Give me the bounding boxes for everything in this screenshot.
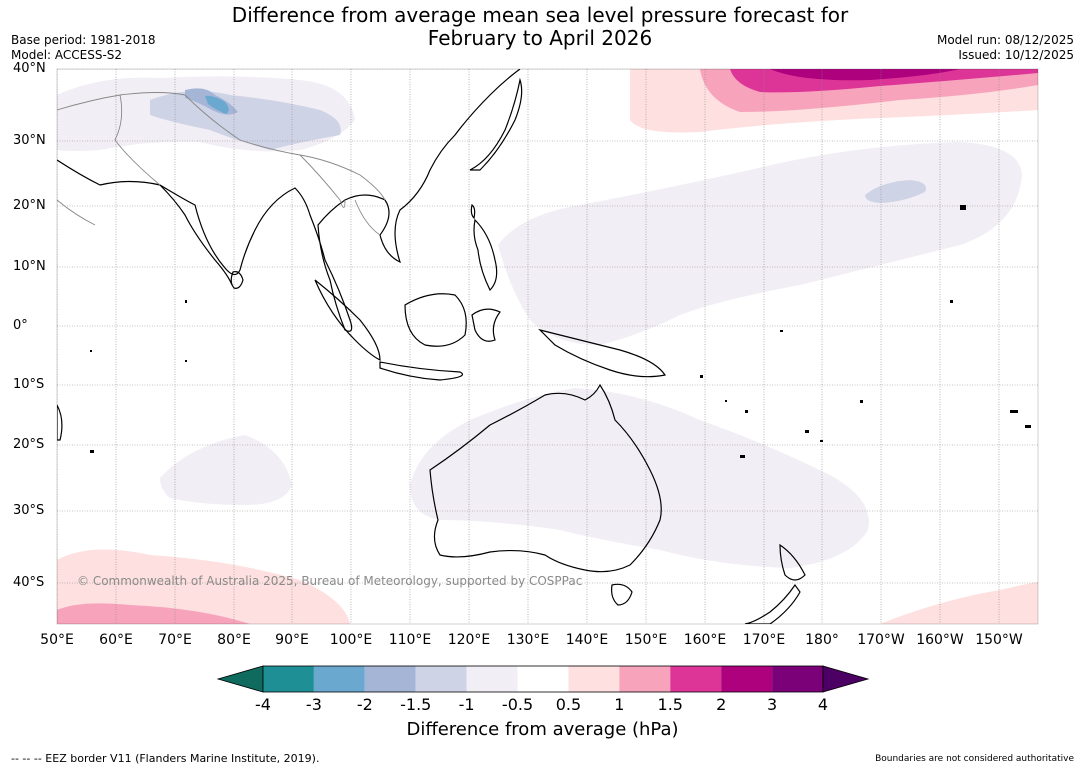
colorbar-tick-label: -2 [356, 695, 373, 714]
coastline-borneo [404, 293, 467, 347]
lon-label: 170°W [857, 632, 905, 648]
lon-label: 80°E [217, 632, 251, 648]
colorbar-tick-label: -4 [255, 695, 271, 714]
colorbar-tick-label: 0.5 [555, 695, 582, 714]
colorbar-segment [670, 666, 722, 692]
colorbar-segment [568, 666, 620, 692]
anomaly-region-himalaya-peak [205, 95, 229, 114]
anomaly-region-australia [410, 388, 869, 568]
pacific-islands [90, 205, 1031, 458]
coastline-sumatra [314, 279, 381, 361]
coastlines [57, 69, 806, 624]
lon-label: 70°E [158, 632, 192, 648]
colorbar-tick-label: 3 [766, 695, 778, 714]
lon-label: 150°E [624, 632, 668, 648]
lat-label: 0° [13, 318, 28, 333]
lon-label: 160°W [916, 632, 964, 648]
map-title: Difference from average mean sea level p… [200, 4, 880, 50]
colorbar-segment [517, 666, 569, 692]
colorbar-tick-label: 2 [716, 695, 727, 714]
colorbar-tick-label: 4 [817, 695, 829, 714]
anomaly-region-indian-ocean [160, 435, 292, 505]
lat-label: 30°N [13, 133, 46, 148]
colorbar-tick-label: 1 [614, 695, 625, 714]
colorbar-tick-label: 1.5 [657, 695, 683, 714]
coastline-new-guinea [538, 328, 666, 378]
coastline-india [159, 184, 233, 286]
coastline-japan [469, 77, 523, 171]
model-run: Model run: 08/12/2025 [936, 33, 1074, 47]
lon-label: 100°E [329, 632, 373, 648]
lon-label: 130°E [506, 632, 550, 648]
meta-left: Base period: 1981-2018 Model: ACCESS-S2 [11, 33, 156, 63]
lon-label: 90°E [275, 632, 309, 648]
title-line-2: February to April 2026 [427, 26, 653, 50]
lat-label: 10°N [13, 259, 46, 274]
colorbar-tick-label: -3 [305, 695, 322, 714]
lon-label: 180° [805, 632, 839, 648]
coastline-australia [429, 383, 662, 573]
colorbar-segment [263, 666, 314, 692]
coastline-madagascar [57, 404, 63, 441]
coastline-new-zealand-south [744, 583, 801, 624]
lon-label: 50°E [40, 632, 74, 648]
lon-label: 110°E [388, 632, 432, 648]
copyright-notice: © Commonwealth of Australia 2025, Bureau… [77, 574, 583, 588]
issued-date: Issued: 10/12/2025 [958, 48, 1074, 62]
colorbar [216, 665, 870, 693]
lat-label: 40°N [13, 61, 46, 76]
map-frame [56, 68, 1039, 625]
eez-legend-note: -- -- -- EEZ border V11 (Flanders Marine… [11, 752, 320, 765]
colorbar-segment [415, 666, 467, 692]
coastline-philippines [473, 218, 498, 292]
map-graticule [57, 69, 1038, 624]
coastline-sri-lanka [230, 271, 244, 289]
colorbar-tick-label: -1.5 [400, 695, 432, 714]
colorbar-extend-low [216, 665, 264, 693]
title-line-1: Difference from average mean sea level p… [231, 3, 849, 27]
lon-label: 170°E [742, 632, 786, 648]
coastline-sulawesi [471, 308, 501, 342]
lon-label: 60°E [99, 632, 133, 648]
colorbar-tick-label: -1 [458, 695, 475, 714]
lat-label: 20°N [13, 198, 46, 213]
colorbar-segment [313, 666, 365, 692]
colorbar-segment [772, 666, 823, 692]
boundaries-disclaimer: Boundaries are not considered authoritat… [875, 754, 1074, 764]
model-name: Model: ACCESS-S2 [11, 48, 123, 62]
colorbar-title: Difference from average (hPa) [406, 719, 679, 740]
lon-label: 150°W [975, 632, 1023, 648]
coastline-java [379, 361, 464, 381]
coastline-tasmania [611, 583, 633, 606]
anomaly-region-himalaya [150, 91, 341, 150]
meta-right: Model run: 08/12/2025 Issued: 10/12/2025 [937, 33, 1074, 63]
lon-label: 160°E [683, 632, 727, 648]
anomaly-region-southern-ocean-west-high [57, 603, 250, 624]
lat-label: 20°S [13, 437, 45, 452]
lon-label: 140°E [565, 632, 609, 648]
colorbar-tick-label: -0.5 [501, 695, 534, 714]
coastline-new-zealand-north [779, 543, 806, 581]
colorbar-segment [466, 666, 518, 692]
lon-label: 120°E [447, 632, 491, 648]
lat-label: 40°S [13, 575, 45, 590]
base-period: Base period: 1981-2018 [11, 33, 156, 47]
lat-label: 30°S [13, 503, 45, 518]
coastline-taiwan [470, 203, 476, 220]
anomaly-region-northpacific-peak [770, 69, 960, 81]
anomaly-region-pacific-core [865, 180, 926, 203]
colorbar-segment [721, 666, 773, 692]
colorbar-segment [364, 666, 416, 692]
country-borders [57, 92, 386, 236]
colorbar-extend-high [822, 665, 870, 693]
anomaly-region-southern-ocean-east [880, 582, 1038, 624]
lat-label: 10°S [13, 377, 45, 392]
colorbar-segment [619, 666, 671, 692]
